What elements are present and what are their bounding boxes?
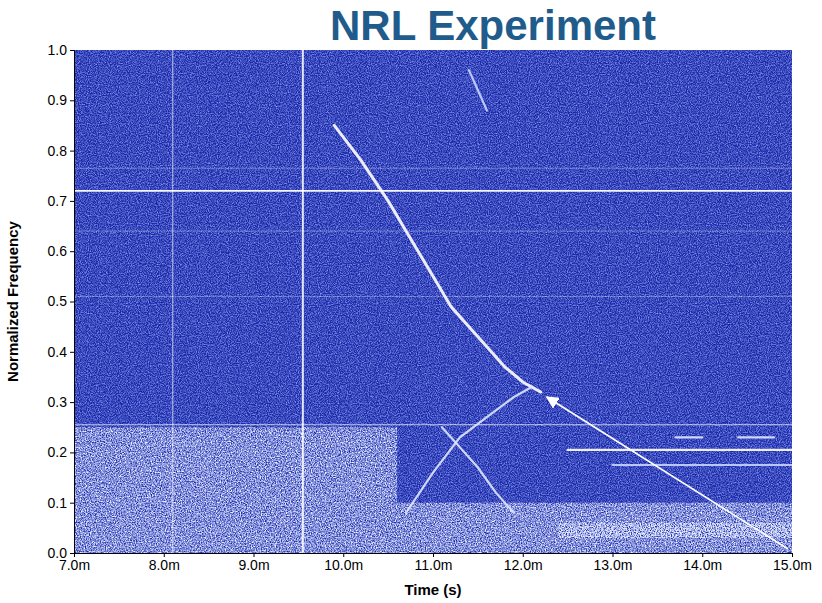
chart: 7.0m8.0m9.0m10.0m11.0m12.0m13.0m14.0m15.…	[0, 0, 822, 603]
tick-label: 13.0m	[594, 557, 633, 573]
tick-label: 0.5	[48, 293, 68, 309]
trace	[334, 125, 540, 392]
tick-label: 12.0m	[504, 557, 543, 573]
background	[74, 50, 792, 553]
axis-line	[70, 51, 75, 554]
tick-label: 0.2	[48, 444, 68, 460]
tone-line	[74, 296, 792, 297]
tick-label: 0.1	[48, 495, 68, 511]
trace	[613, 464, 793, 466]
tick-mark	[70, 402, 74, 403]
tick-mark	[70, 503, 74, 504]
tick: 11.0m	[415, 553, 453, 573]
tick: 12.0m	[504, 553, 543, 573]
tick-mark	[70, 452, 74, 453]
tick-label: 0.0	[48, 545, 68, 561]
tick: 0.4	[48, 344, 74, 360]
tick: 9.0m	[238, 553, 269, 573]
tick-mark	[70, 302, 74, 303]
tick: 0.1	[48, 495, 74, 511]
tick: 14.0m	[683, 553, 722, 573]
tone-line	[74, 424, 792, 425]
tick: 0.8	[48, 143, 74, 159]
tick: 0.6	[48, 243, 74, 259]
tick-mark	[70, 251, 74, 252]
x-axis-title: Time (s)	[404, 581, 461, 598]
tick: 15.0m	[773, 553, 812, 573]
tick-label: 8.0m	[149, 557, 180, 573]
tick-label: 0.3	[48, 394, 68, 410]
y-axis-title: Normalized Frequency	[4, 220, 21, 382]
energy-region	[74, 427, 397, 553]
tick: 1.0	[48, 42, 74, 58]
tick-mark	[70, 553, 74, 554]
tick: 8.0m	[149, 553, 180, 573]
tick-mark	[70, 100, 74, 101]
tick-label: 14.0m	[683, 557, 722, 573]
tick: 0.7	[48, 193, 74, 209]
energy-region	[397, 503, 792, 553]
tick: 0.5	[48, 293, 74, 309]
tick: 0.9	[48, 92, 74, 108]
tick-label: 11.0m	[415, 557, 453, 573]
plot: 7.0m8.0m9.0m10.0m11.0m12.0m13.0m14.0m15.…	[48, 42, 812, 573]
pulse-line	[302, 50, 304, 553]
tick-mark	[70, 201, 74, 202]
tick: 0.0	[48, 545, 74, 561]
tick-label: 0.8	[48, 143, 68, 159]
tick-mark	[70, 352, 74, 353]
tick-label: 0.6	[48, 243, 68, 259]
trace	[568, 449, 792, 451]
tone-line	[74, 190, 792, 192]
background-noise	[74, 50, 792, 553]
tick-label: 10.0m	[324, 557, 363, 573]
arrow	[547, 397, 788, 549]
trace	[442, 427, 514, 513]
tone-line	[74, 231, 792, 232]
x-axis: 7.0m8.0m9.0m10.0m11.0m12.0m13.0m14.0m15.…	[59, 553, 812, 573]
tick-mark	[70, 151, 74, 152]
tick-label: 1.0	[48, 42, 68, 58]
tick-label: 0.4	[48, 344, 68, 360]
y-axis: 0.0 0.1 0.2 0.3 0.4 0.5 0.6 0.7 0.8 0.9 1.0	[48, 42, 75, 561]
plot-area	[74, 50, 792, 553]
tick: 10.0m	[324, 553, 363, 573]
tone-line	[74, 168, 792, 169]
trace	[469, 70, 487, 110]
trace	[675, 436, 774, 438]
pulse-line	[172, 50, 173, 553]
tick: 0.2	[48, 444, 74, 460]
tick-label: 0.7	[48, 193, 68, 209]
trace	[406, 387, 532, 513]
tick: 0.3	[48, 394, 74, 410]
title: NRL Experiment	[330, 2, 656, 49]
tick: 13.0m	[594, 553, 633, 573]
tick-label: 15.0m	[773, 557, 812, 573]
tick-label: 9.0m	[238, 557, 269, 573]
tick-mark	[70, 50, 74, 51]
tick-label: 0.9	[48, 92, 68, 108]
